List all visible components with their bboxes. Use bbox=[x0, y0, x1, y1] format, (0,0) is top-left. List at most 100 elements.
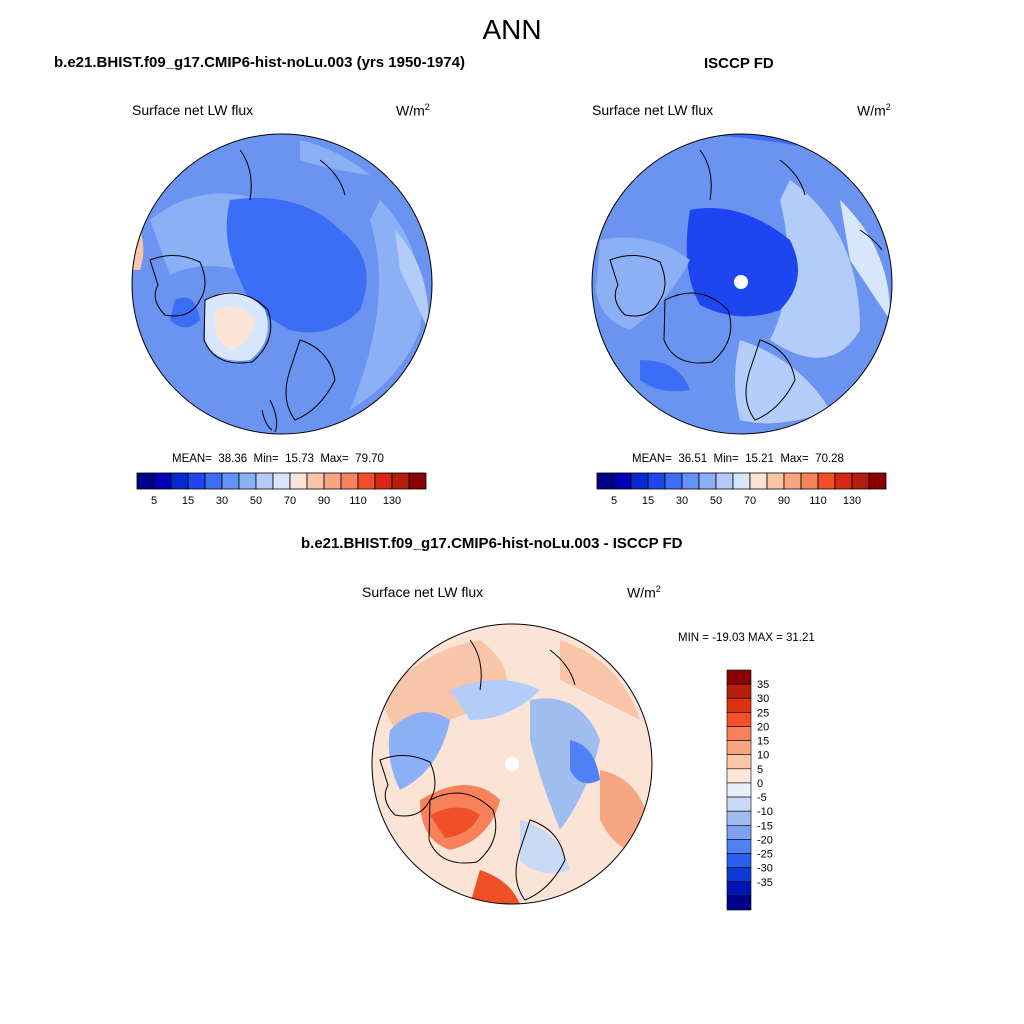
obs-colorbar-tick-label: 15 bbox=[642, 495, 654, 507]
diff-colorbar-box bbox=[726, 712, 752, 727]
obs-colorbar: 5 15 30 50 70 90 110 130 bbox=[596, 472, 887, 507]
obs-colorbar-box bbox=[783, 472, 802, 490]
model-colorbar-tick-label: 30 bbox=[216, 495, 228, 507]
diff-colorbar-box bbox=[726, 782, 752, 798]
model-colorbar-box bbox=[136, 472, 155, 490]
obs-colorbar-box bbox=[732, 472, 751, 490]
diff-minmax-text: MIN = -19.03 MAX = 31.21 bbox=[678, 632, 815, 644]
diff-map-border bbox=[371, 623, 653, 905]
diff-colorbar: 35 30 25 20 15 10 5 0 -5 -10 -15 -20 -25 -30 -35 bbox=[726, 669, 773, 911]
diff-panel-title: b.e21.BHIST.f09_g17.CMIP6-hist-noLu.003 … bbox=[301, 535, 683, 552]
obs-pole-hole bbox=[734, 275, 748, 289]
diff-colorbar-tick-label: -20 bbox=[757, 834, 773, 846]
model-colorbar-box bbox=[204, 472, 223, 490]
diff-colorbar-tick-label: 15 bbox=[757, 736, 769, 748]
diff-colorbar-box bbox=[726, 867, 752, 883]
diff-colorbar-tick-label: -10 bbox=[757, 806, 773, 818]
model-colorbar-box bbox=[238, 472, 257, 490]
obs-colorbar-box bbox=[613, 472, 632, 490]
obs-colorbar-box bbox=[647, 472, 666, 490]
model-panel-title: b.e21.BHIST.f09_g17.CMIP6-hist-noLu.003 … bbox=[54, 54, 465, 71]
obs-colorbar-box bbox=[664, 472, 683, 490]
obs-colorbar-tick-label: 5 bbox=[611, 495, 617, 507]
obs-colorbar-box bbox=[630, 472, 649, 490]
diff-colorbar-box bbox=[726, 839, 752, 854]
model-colorbar-box bbox=[153, 472, 172, 490]
obs-colorbar-box bbox=[749, 472, 768, 490]
obs-panel-title: ISCCP FD bbox=[704, 55, 774, 72]
diff-colorbar-tick-label: 20 bbox=[757, 721, 769, 733]
model-units-label: W/m2 bbox=[396, 102, 430, 119]
model-colorbar-box bbox=[408, 472, 427, 490]
diff-variable-label: Surface net LW flux bbox=[362, 584, 484, 600]
diff-colorbar-box bbox=[726, 881, 752, 897]
diff-colorbar-box bbox=[726, 810, 752, 826]
obs-colorbar-box bbox=[715, 472, 734, 490]
obs-colorbar-tick-label: 70 bbox=[744, 495, 756, 507]
model-colorbar-box bbox=[187, 472, 206, 490]
obs-colorbar-box bbox=[681, 472, 700, 490]
obs-colorbar-tick-label: 110 bbox=[809, 495, 827, 507]
obs-colorbar-box bbox=[834, 472, 853, 490]
model-map-border bbox=[131, 133, 433, 435]
model-colorbar-box bbox=[221, 472, 240, 490]
model-colorbar-box bbox=[255, 472, 274, 490]
obs-colorbar-tick-label: 50 bbox=[710, 495, 722, 507]
diff-colorbar-box bbox=[726, 740, 752, 756]
obs-colorbar-tick-label: 130 bbox=[843, 495, 861, 507]
diff-colorbar-box bbox=[726, 768, 752, 784]
obs-colorbar-box bbox=[868, 472, 887, 490]
obs-colorbar-box bbox=[596, 472, 615, 490]
model-colorbar-tick-label: 90 bbox=[318, 495, 330, 507]
diff-colorbar-tick-label: 25 bbox=[757, 707, 769, 719]
obs-colorbar-box bbox=[698, 472, 717, 490]
diff-colorbar-tick-label: 0 bbox=[757, 778, 763, 790]
obs-colorbar-tick-label: 90 bbox=[778, 495, 790, 507]
diff-colorbar-tick-label: -15 bbox=[757, 820, 773, 832]
diff-colorbar-tick-label: 35 bbox=[757, 679, 769, 691]
model-colorbar-box bbox=[323, 472, 342, 490]
model-colorbar-box bbox=[289, 472, 308, 490]
model-colorbar-box bbox=[170, 472, 189, 490]
model-colorbar-tick-label: 130 bbox=[383, 495, 401, 507]
diff-colorbar-tick-label: -5 bbox=[757, 792, 767, 804]
obs-units-label: W/m2 bbox=[857, 102, 891, 119]
diff-colorbar-box bbox=[726, 824, 752, 840]
figure-title: ANN bbox=[482, 14, 542, 45]
diff-colorbar-box bbox=[726, 683, 752, 699]
model-stats: MEAN= 38.36 Min= 15.73 Max= 79.70 bbox=[172, 453, 384, 465]
model-colorbar-tick-label: 70 bbox=[284, 495, 296, 507]
model-colorbar-tick-label: 50 bbox=[250, 495, 262, 507]
obs-colorbar-tick-label: 30 bbox=[676, 495, 688, 507]
diff-colorbar-box bbox=[726, 754, 752, 770]
model-colorbar-tick-label: 5 bbox=[151, 495, 157, 507]
model-colorbar-tick-label: 15 bbox=[182, 495, 194, 507]
diff-colorbar-box bbox=[726, 669, 752, 685]
obs-colorbar-box bbox=[800, 472, 819, 490]
obs-variable-label: Surface net LW flux bbox=[592, 102, 714, 118]
model-colorbar-box bbox=[306, 472, 325, 490]
diff-colorbar-tick-label: 30 bbox=[757, 693, 769, 705]
model-colorbar-box bbox=[374, 472, 393, 490]
diff-colorbar-box bbox=[726, 853, 752, 868]
model-colorbar-box bbox=[272, 472, 291, 490]
obs-colorbar-box bbox=[851, 472, 870, 490]
diff-colorbar-tick-label: 5 bbox=[757, 764, 763, 776]
diff-polar-map bbox=[372, 624, 652, 904]
obs-colorbar-box bbox=[766, 472, 785, 490]
model-polar-map bbox=[132, 134, 432, 434]
diff-units-label: W/m2 bbox=[627, 584, 661, 601]
model-colorbar-tick-label: 110 bbox=[349, 495, 367, 507]
diff-pole-hole bbox=[505, 757, 519, 771]
model-colorbar-box bbox=[391, 472, 410, 490]
model-colorbar: 5 15 30 50 70 90 110 130 bbox=[136, 472, 427, 507]
diff-colorbar-box bbox=[726, 697, 752, 713]
model-colorbar-box bbox=[340, 472, 359, 490]
diff-colorbar-box bbox=[726, 726, 752, 741]
model-colorbar-box bbox=[357, 472, 376, 490]
obs-stats: MEAN= 36.51 Min= 15.21 Max= 70.28 bbox=[632, 453, 844, 465]
obs-colorbar-box bbox=[817, 472, 836, 490]
diff-colorbar-box bbox=[726, 796, 752, 812]
diff-colorbar-tick-label: -25 bbox=[757, 849, 773, 861]
